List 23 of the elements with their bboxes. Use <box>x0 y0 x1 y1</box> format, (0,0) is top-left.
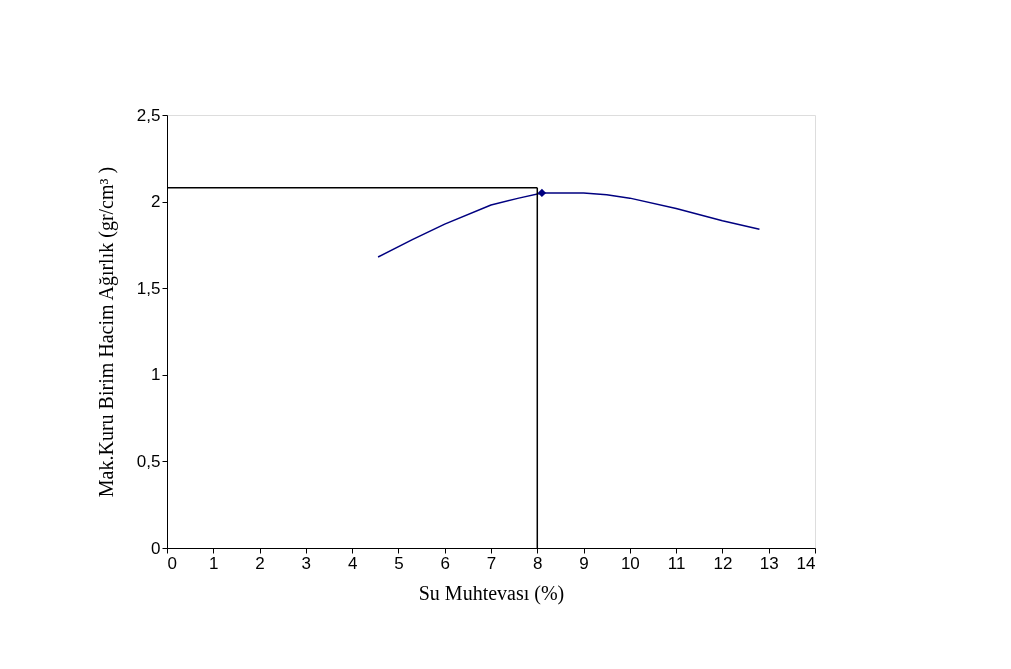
x-tick-label: 2 <box>255 553 265 573</box>
y-axis-title: Mak.Kuru Birim Hacim Ağırlık (gr/cm³ ) <box>94 166 118 498</box>
x-tick-label: 3 <box>301 553 312 573</box>
y-tick-label: 0 <box>151 538 161 558</box>
y-tick-label: 2,5 <box>136 105 161 125</box>
x-tick-label: 9 <box>579 553 589 573</box>
x-tick-label: 12 <box>713 553 733 573</box>
x-tick-label: 10 <box>620 553 640 573</box>
x-axis-title: Su Muhtevası (%) <box>418 581 565 605</box>
x-tick-label: 1 <box>209 553 219 573</box>
x-tick-label: 6 <box>440 553 450 573</box>
y-tick-label: 1,5 <box>136 278 161 298</box>
y-tick-label: 2 <box>151 192 161 212</box>
x-tick-label: 5 <box>394 553 404 573</box>
x-tick-label: 0 <box>167 553 177 573</box>
x-tick-label: 4 <box>347 553 358 573</box>
x-tick-label: 8 <box>533 553 543 573</box>
x-tick-label: 13 <box>759 553 779 573</box>
x-tick-label: 7 <box>486 553 497 573</box>
y-tick-label: 1 <box>151 365 161 385</box>
x-tick-label: 14 <box>796 553 816 573</box>
x-tick-label: 11 <box>667 553 686 573</box>
y-tick-label: 0,5 <box>136 451 161 471</box>
